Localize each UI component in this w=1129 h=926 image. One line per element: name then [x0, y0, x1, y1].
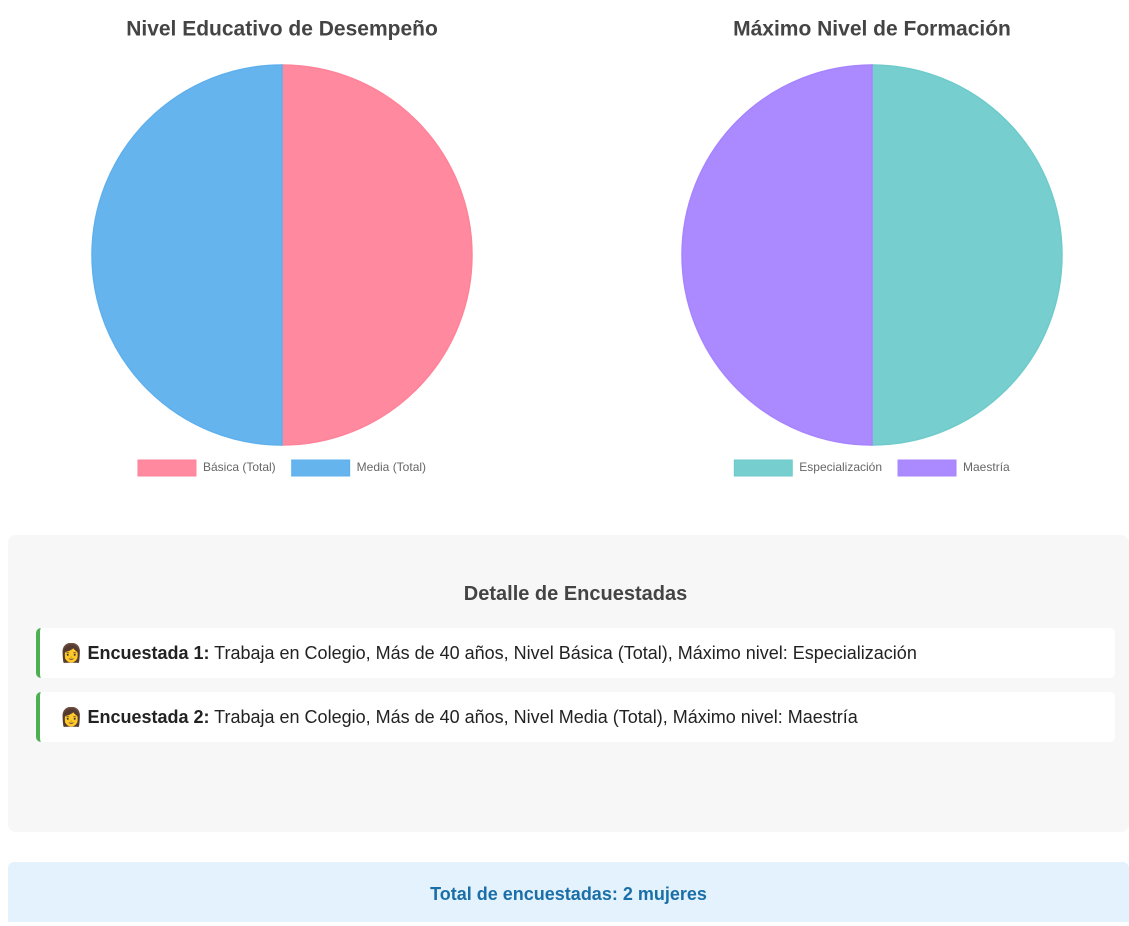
legend-label: Maestría	[963, 460, 1010, 474]
pie-slice	[281, 64, 473, 446]
charts: Nivel Educativo de Desempeño Básica (Tota…	[91, 18, 1063, 477]
total-banner: Total de encuestadas: 2 mujeres	[8, 862, 1129, 922]
respondent-text: Trabaja en Colegio, Más de 40 años, Nive…	[214, 643, 917, 663]
pie-slice	[681, 64, 873, 446]
respondent-label: Encuestada 1:	[87, 643, 210, 663]
respondent-card: 👩 Encuestada 2: Trabaja en Colegio, Más …	[36, 692, 1115, 742]
icon: 👩	[60, 707, 83, 727]
respondent-text: Trabaja en Colegio, Más de 40 años, Nive…	[214, 707, 858, 727]
legend-swatch	[137, 459, 197, 477]
legend-swatch	[291, 459, 351, 477]
chart-title: Máximo Nivel de Formación	[733, 18, 1011, 41]
details-title: Detalle de Encuestadas	[463, 583, 688, 605]
respondent-card: 👩 Encuestada 1: Trabaja en Colegio, Más …	[36, 628, 1115, 678]
chart-title: Nivel Educativo de Desempeño	[126, 18, 438, 41]
pie-slice	[871, 64, 1063, 446]
legend-label: Básica (Total)	[203, 460, 276, 474]
legend-swatch	[733, 459, 793, 477]
legend-label: Media (Total)	[357, 460, 426, 474]
legend-label: Especialización	[799, 460, 882, 474]
icon: 👩	[60, 643, 83, 663]
pie-slice	[91, 64, 283, 446]
legend-swatch	[897, 459, 957, 477]
details-panel: Detalle de Encuestadas 👩 Encuestada 1: T…	[8, 535, 1129, 832]
respondent-label: Encuestada 2:	[87, 707, 210, 727]
